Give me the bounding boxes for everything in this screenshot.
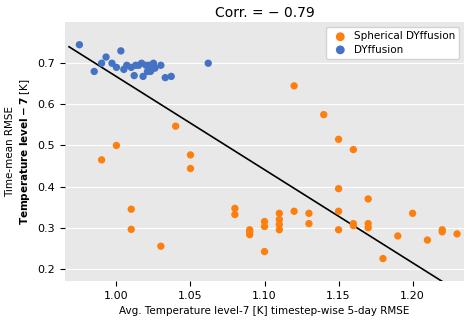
Spherical DYffusion xyxy=(335,209,342,214)
Spherical DYffusion xyxy=(231,212,239,217)
DYffusion xyxy=(76,42,83,47)
DYffusion xyxy=(108,61,116,66)
DYffusion xyxy=(147,69,154,74)
Spherical DYffusion xyxy=(246,229,253,234)
Spherical DYffusion xyxy=(350,223,357,228)
DYffusion xyxy=(151,66,159,71)
Spherical DYffusion xyxy=(409,211,416,216)
Spherical DYffusion xyxy=(394,233,401,239)
DYffusion xyxy=(131,73,138,78)
Spherical DYffusion xyxy=(275,211,283,216)
Spherical DYffusion xyxy=(157,244,164,249)
Spherical DYffusion xyxy=(423,237,431,242)
DYffusion xyxy=(90,69,98,74)
Spherical DYffusion xyxy=(275,222,283,227)
Spherical DYffusion xyxy=(187,152,194,157)
Spherical DYffusion xyxy=(364,225,372,230)
DYffusion xyxy=(149,61,157,66)
DYffusion xyxy=(162,75,169,80)
Spherical DYffusion xyxy=(98,157,105,162)
Spherical DYffusion xyxy=(113,143,120,148)
DYffusion xyxy=(157,63,164,68)
Spherical DYffusion xyxy=(453,231,461,236)
Spherical DYffusion xyxy=(261,249,268,254)
Spherical DYffusion xyxy=(275,217,283,222)
DYffusion xyxy=(120,67,127,72)
Spherical DYffusion xyxy=(439,229,446,234)
Spherical DYffusion xyxy=(172,124,180,129)
Spherical DYffusion xyxy=(335,137,342,142)
Spherical DYffusion xyxy=(350,221,357,226)
Legend: Spherical DYffusion, DYffusion: Spherical DYffusion, DYffusion xyxy=(326,27,459,59)
DYffusion xyxy=(132,63,140,68)
DYffusion xyxy=(117,48,125,53)
Title: Corr. = − 0.79: Corr. = − 0.79 xyxy=(215,5,314,20)
Spherical DYffusion xyxy=(275,227,283,232)
Spherical DYffusion xyxy=(246,232,253,237)
DYffusion xyxy=(98,61,105,66)
Spherical DYffusion xyxy=(364,221,372,226)
DYffusion xyxy=(113,65,120,70)
DYffusion xyxy=(139,74,147,79)
DYffusion xyxy=(123,63,131,68)
DYffusion xyxy=(204,61,212,66)
DYffusion xyxy=(142,63,150,68)
Spherical DYffusion xyxy=(231,206,239,211)
Spherical DYffusion xyxy=(290,83,298,89)
DYffusion xyxy=(102,54,110,60)
Spherical DYffusion xyxy=(261,219,268,224)
Spherical DYffusion xyxy=(261,224,268,229)
Spherical DYffusion xyxy=(127,207,135,212)
Spherical DYffusion xyxy=(379,256,387,261)
DYffusion xyxy=(144,69,151,74)
Spherical DYffusion xyxy=(305,221,313,226)
DYffusion xyxy=(145,63,153,68)
X-axis label: Avg. Temperature level-7 [K] timestep-wise 5-day RMSE: Avg. Temperature level-7 [K] timestep-wi… xyxy=(119,307,410,317)
Spherical DYffusion xyxy=(350,147,357,152)
DYffusion xyxy=(135,63,142,68)
Spherical DYffusion xyxy=(335,227,342,232)
DYffusion xyxy=(127,65,135,70)
DYffusion xyxy=(138,61,145,66)
DYffusion xyxy=(167,74,175,79)
Spherical DYffusion xyxy=(364,196,372,202)
Spherical DYffusion xyxy=(246,227,253,232)
Spherical DYffusion xyxy=(305,211,313,216)
Spherical DYffusion xyxy=(439,227,446,232)
Spherical DYffusion xyxy=(290,209,298,214)
Spherical DYffusion xyxy=(187,166,194,171)
Spherical DYffusion xyxy=(320,112,328,117)
Spherical DYffusion xyxy=(335,186,342,191)
Spherical DYffusion xyxy=(127,227,135,232)
Y-axis label: Time-mean RMSE
$\mathbf{Temperature\ level - 7}$ [K]: Time-mean RMSE $\mathbf{Temperature\ lev… xyxy=(6,78,31,225)
